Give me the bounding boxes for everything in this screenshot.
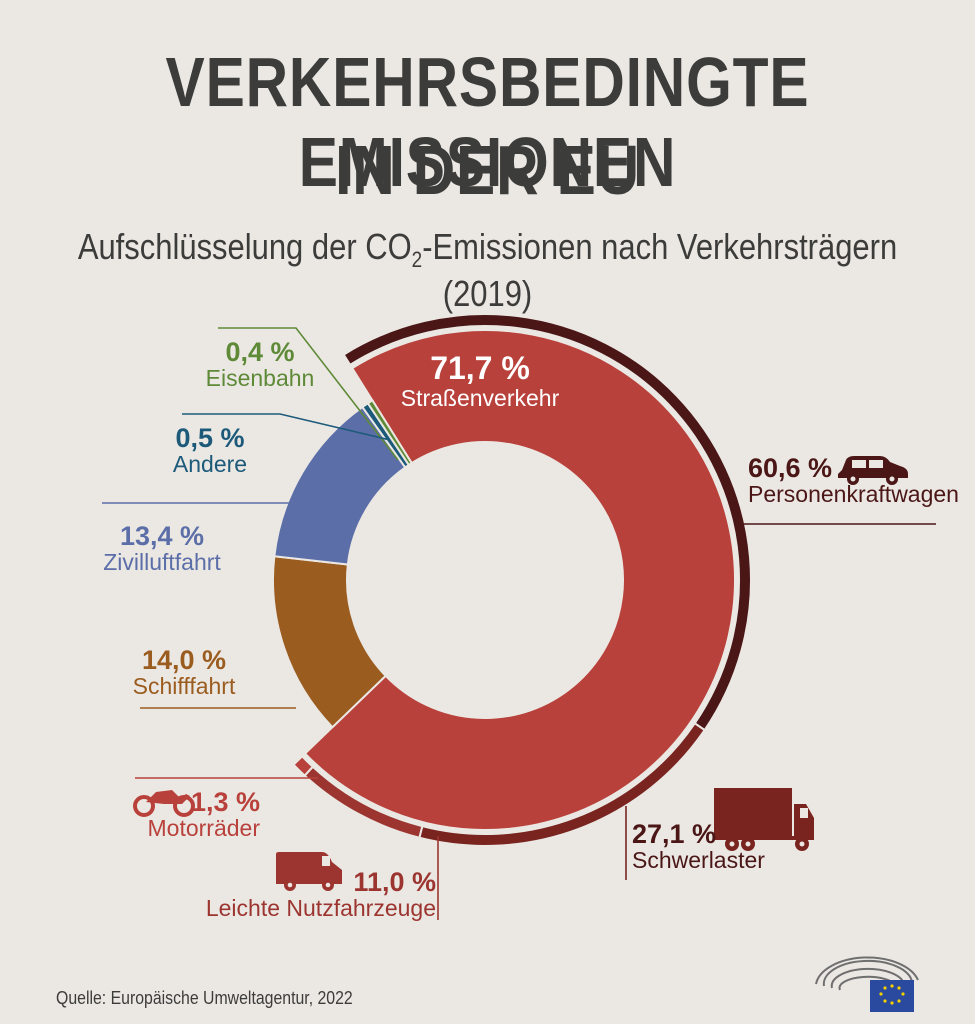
road-sub-ring-3 <box>292 754 315 777</box>
slice-label-road: 71,7 % Straßenverkehr <box>380 350 580 411</box>
shipping-pct: 14,0 % <box>141 645 227 675</box>
european-parliament-logo-icon <box>815 956 919 1012</box>
truck-icon <box>714 788 814 851</box>
shipping-name: Schifffahrt <box>132 673 236 700</box>
aviation-name: Zivilluftfahrt <box>103 549 221 576</box>
vans-pct: 11,0 % <box>353 867 436 897</box>
other-pct: 0,5 % <box>175 423 245 453</box>
sub-label-vans: 11,0 % Leichte Nutzfahrzeuge <box>196 867 436 922</box>
van-icon <box>276 852 342 891</box>
trucks-name: Schwerlaster <box>632 847 765 874</box>
subtitle-text-pre: Aufschlüsselung der CO <box>77 226 412 267</box>
donut-slice-0 <box>303 329 736 831</box>
road-pct: 71,7 % <box>430 350 530 386</box>
motorcycles-pct: 1,3 % <box>190 787 260 817</box>
rail-name: Eisenbahn <box>205 365 315 392</box>
chart-subtitle: Aufschlüsselung der CO2-Emissionen nach … <box>68 226 907 315</box>
leader-line-0 <box>218 327 399 461</box>
subtitle-text-post: -Emissionen nach Verkehrsträgern (2019) <box>422 226 898 315</box>
sub-label-trucks: 27,1 % Schwerlaster <box>632 819 812 874</box>
other-name: Andere <box>172 451 248 478</box>
slice-label-other: 0,5 % Andere <box>140 423 280 478</box>
source-note: Quelle: Europäische Umweltagentur, 2022 <box>56 988 353 1008</box>
leader-line-1 <box>182 413 391 441</box>
donut-slice-4 <box>366 399 414 467</box>
page-title-line-1: VERKEHRSBEDINGTE EMISSIONEN <box>165 43 810 201</box>
motorcycle-icon <box>133 790 195 817</box>
trucks-pct: 27,1 % <box>632 819 717 849</box>
cars-pct: 60,6 % <box>748 453 833 483</box>
car-icon <box>838 456 908 485</box>
road-name: Straßenverkehr <box>400 384 560 411</box>
slice-label-shipping: 14,0 % Schifffahrt <box>124 645 244 700</box>
page-title-line-2: IN DER EU <box>335 131 640 209</box>
rail-pct: 0,4 % <box>225 337 295 367</box>
sub-label-motorcycles: 1,3 % Motorräder <box>100 787 260 842</box>
cars-name: Personenkraftwagen <box>748 481 959 508</box>
aviation-pct: 13,4 % <box>119 521 205 551</box>
sub-label-cars: 60,6 % Personenkraftwagen <box>748 453 959 508</box>
slice-label-aviation: 13,4 % Zivilluftfahrt <box>92 521 232 576</box>
motorcycles-name: Motorräder <box>147 815 260 842</box>
subtitle-subscript: 2 <box>411 247 423 273</box>
slice-label-rail: 0,4 % Eisenbahn <box>180 337 340 392</box>
vans-name: Leichte Nutzfahrzeuge <box>205 895 436 922</box>
